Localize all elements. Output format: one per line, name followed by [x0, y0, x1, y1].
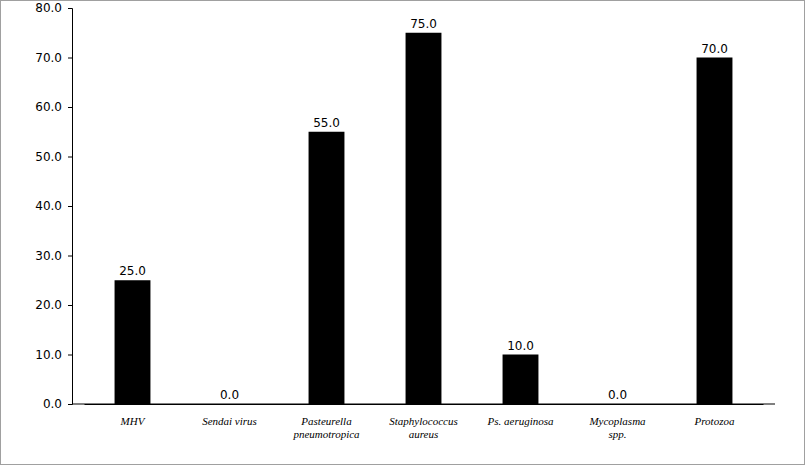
- y-tick-label: 50.0: [35, 150, 62, 164]
- x-tick-label: Pasteurellapneumotropica: [292, 415, 360, 440]
- y-tick: 30.0: [35, 249, 72, 263]
- y-tick-label: 70.0: [35, 51, 62, 65]
- y-tick-label: 10.0: [35, 348, 62, 362]
- bar: [406, 33, 442, 404]
- y-tick-mark: [68, 355, 72, 356]
- x-tick-label: MHV: [120, 415, 146, 427]
- y-tick-label: 60.0: [35, 100, 62, 114]
- x-tick-label: Mycoplasmaspp.: [588, 415, 646, 440]
- x-labels: MHV Sendai virus Pasteurellapneumotropica S…: [120, 415, 735, 440]
- y-tick-mark: [68, 305, 72, 306]
- y-tick-mark: [68, 404, 72, 405]
- data-label: 55.0: [313, 116, 340, 130]
- bar: [697, 58, 733, 405]
- bar: [309, 132, 345, 404]
- y-tick-mark: [68, 58, 72, 59]
- x-tick-label: Protozoa: [694, 415, 735, 427]
- y-tick-mark: [68, 157, 72, 158]
- y-tick-mark: [68, 8, 72, 9]
- data-label: 70.0: [701, 42, 728, 56]
- x-tick-label: Staphylococcusaureus: [389, 415, 457, 440]
- y-axis: 0.0 10.0 20.0 30.0 40.0 50.0 60.0 70.0 80.0: [35, 1, 72, 411]
- y-tick-label: 20.0: [35, 298, 62, 312]
- y-tick: 40.0: [35, 199, 72, 213]
- y-tick-label: 30.0: [35, 249, 62, 263]
- y-tick: 70.0: [35, 51, 72, 65]
- data-label: 25.0: [119, 264, 146, 278]
- bars: [115, 33, 733, 404]
- chart: 0.0 10.0 20.0 30.0 40.0 50.0 60.0 70.0 80.0 MHV Se…: [0, 0, 805, 465]
- y-tick-mark: [68, 256, 72, 257]
- x-tick-label: Ps. aeruginosa: [487, 415, 555, 427]
- data-labels: 25.0 0.0 55.0 75.0 10.0 0.0 70.0: [119, 17, 728, 402]
- y-tick: 20.0: [35, 298, 72, 312]
- data-label: 10.0: [507, 339, 534, 353]
- x-tick-label: Sendai virus: [202, 415, 257, 427]
- data-label: 0.0: [608, 388, 627, 402]
- bar: [115, 280, 151, 404]
- y-tick-label: 0.0: [43, 397, 62, 411]
- data-label: 0.0: [220, 388, 239, 402]
- y-tick-label: 80.0: [35, 1, 62, 15]
- bar: [212, 404, 248, 405]
- y-tick-mark: [68, 107, 72, 108]
- y-tick: 80.0: [35, 1, 72, 15]
- y-tick-mark: [68, 206, 72, 207]
- bar: [600, 404, 636, 405]
- y-tick: 60.0: [35, 100, 72, 114]
- y-tick: 0.0: [43, 397, 72, 411]
- y-tick-label: 40.0: [35, 199, 62, 213]
- frame: [1, 1, 805, 465]
- y-tick: 10.0: [35, 348, 72, 362]
- data-label: 75.0: [410, 17, 437, 31]
- bar: [503, 355, 539, 405]
- y-axis-line: [68, 9, 73, 405]
- y-tick: 50.0: [35, 150, 72, 164]
